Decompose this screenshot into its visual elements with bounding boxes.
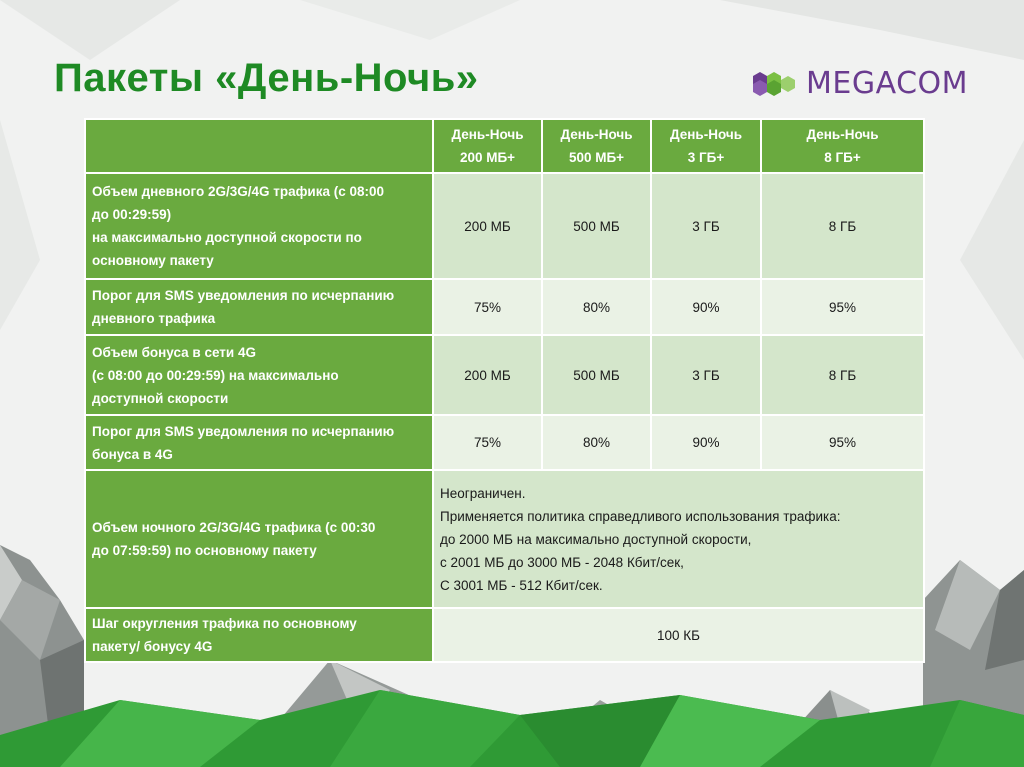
value-cell: 75% bbox=[432, 414, 543, 471]
row-label: Порог для SMS уведомления по исчерпанию б… bbox=[84, 414, 434, 471]
value-cell: 8 ГБ bbox=[760, 172, 925, 280]
logo-text: MEGACOM bbox=[806, 66, 969, 101]
table-row: Порог для SMS уведомления по исчерпанию б… bbox=[84, 414, 925, 471]
row-label: Порог для SMS уведомления по исчерпанию д… bbox=[84, 278, 434, 336]
table-row-rounding: Шаг округления трафика по основному пакет… bbox=[84, 607, 925, 663]
table-row: Объем бонуса в сети 4G (с 08:00 до 00:29:… bbox=[84, 334, 925, 416]
hexagon-logo-icon bbox=[753, 71, 795, 96]
value-cell: 3 ГБ bbox=[650, 334, 762, 416]
value-cell: 500 МБ bbox=[541, 334, 652, 416]
value-cell: 200 МБ bbox=[432, 334, 543, 416]
megacom-logo: MEGACOM bbox=[752, 66, 968, 101]
value-cell: 8 ГБ bbox=[760, 334, 925, 416]
value-cell: 90% bbox=[650, 278, 762, 336]
value-cell: 90% bbox=[650, 414, 762, 471]
table-row: Порог для SMS уведомления по исчерпанию д… bbox=[84, 278, 925, 336]
value-cell: 95% bbox=[760, 278, 925, 336]
header-cell: День-Ночь 8 ГБ+ bbox=[760, 118, 925, 174]
value-cell: 80% bbox=[541, 414, 652, 471]
value-cell: 3 ГБ bbox=[650, 172, 762, 280]
header-cell: День-Ночь 3 ГБ+ bbox=[650, 118, 762, 174]
value-cell: 75% bbox=[432, 278, 543, 336]
header-empty-cell bbox=[84, 118, 434, 174]
packages-table: День-Ночь 200 МБ+ День-Ночь 500 МБ+ День-Н… bbox=[84, 118, 925, 663]
value-cell: 500 МБ bbox=[541, 172, 652, 280]
page-title: Пакеты «День-Ночь» bbox=[54, 56, 479, 100]
value-cell: 80% bbox=[541, 278, 652, 336]
night-traffic-cell: Неограничен. Применяется политика справе… bbox=[432, 469, 925, 609]
row-label: Объем бонуса в сети 4G (с 08:00 до 00:29:… bbox=[84, 334, 434, 416]
row-label: Объем дневного 2G/3G/4G трафика (с 08:00… bbox=[84, 172, 434, 280]
row-label: Шаг округления трафика по основному пакет… bbox=[84, 607, 434, 663]
value-cell: 200 МБ bbox=[432, 172, 543, 280]
header-cell: День-Ночь 500 МБ+ bbox=[541, 118, 652, 174]
table-row-night: Объем ночного 2G/3G/4G трафика (с 00:30 д… bbox=[84, 469, 925, 609]
header-cell: День-Ночь 200 МБ+ bbox=[432, 118, 543, 174]
rounding-value-cell: 100 КБ bbox=[432, 607, 925, 663]
table-header-row: День-Ночь 200 МБ+ День-Ночь 500 МБ+ День-Н… bbox=[84, 118, 925, 174]
value-cell: 95% bbox=[760, 414, 925, 471]
row-label: Объем ночного 2G/3G/4G трафика (с 00:30 д… bbox=[84, 469, 434, 609]
table-row: Объем дневного 2G/3G/4G трафика (с 08:00… bbox=[84, 172, 925, 280]
